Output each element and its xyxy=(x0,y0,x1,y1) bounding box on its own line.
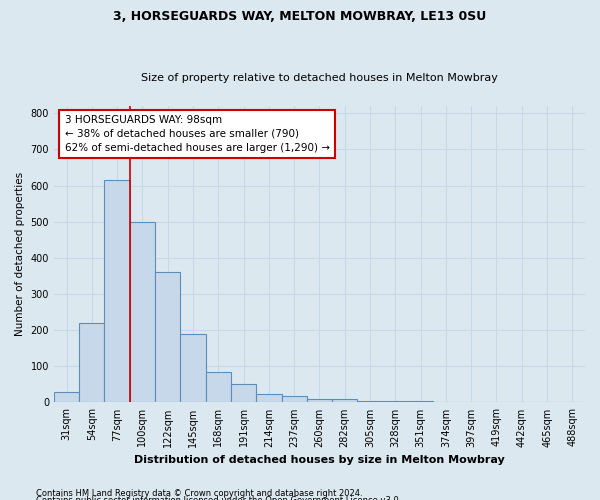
Text: Contains public sector information licensed under the Open Government Licence v3: Contains public sector information licen… xyxy=(36,496,401,500)
Bar xyxy=(79,323,104,402)
Bar xyxy=(206,372,231,402)
Bar xyxy=(281,396,307,402)
Bar xyxy=(130,222,155,402)
Title: Size of property relative to detached houses in Melton Mowbray: Size of property relative to detached ho… xyxy=(141,73,498,83)
Y-axis label: Number of detached properties: Number of detached properties xyxy=(15,172,25,336)
Text: 3 HORSEGUARDS WAY: 98sqm
← 38% of detached houses are smaller (790)
62% of semi-: 3 HORSEGUARDS WAY: 98sqm ← 38% of detach… xyxy=(65,115,329,153)
Bar xyxy=(104,180,130,402)
Bar xyxy=(332,399,358,402)
Bar xyxy=(155,272,181,402)
Text: 3, HORSEGUARDS WAY, MELTON MOWBRAY, LE13 0SU: 3, HORSEGUARDS WAY, MELTON MOWBRAY, LE13… xyxy=(113,10,487,23)
Text: Contains HM Land Registry data © Crown copyright and database right 2024.: Contains HM Land Registry data © Crown c… xyxy=(36,488,362,498)
Bar xyxy=(181,334,206,402)
Bar xyxy=(54,392,79,402)
Bar xyxy=(307,399,332,402)
Bar xyxy=(408,400,433,402)
X-axis label: Distribution of detached houses by size in Melton Mowbray: Distribution of detached houses by size … xyxy=(134,455,505,465)
Bar xyxy=(256,394,281,402)
Bar xyxy=(358,400,383,402)
Bar xyxy=(231,384,256,402)
Bar xyxy=(383,400,408,402)
